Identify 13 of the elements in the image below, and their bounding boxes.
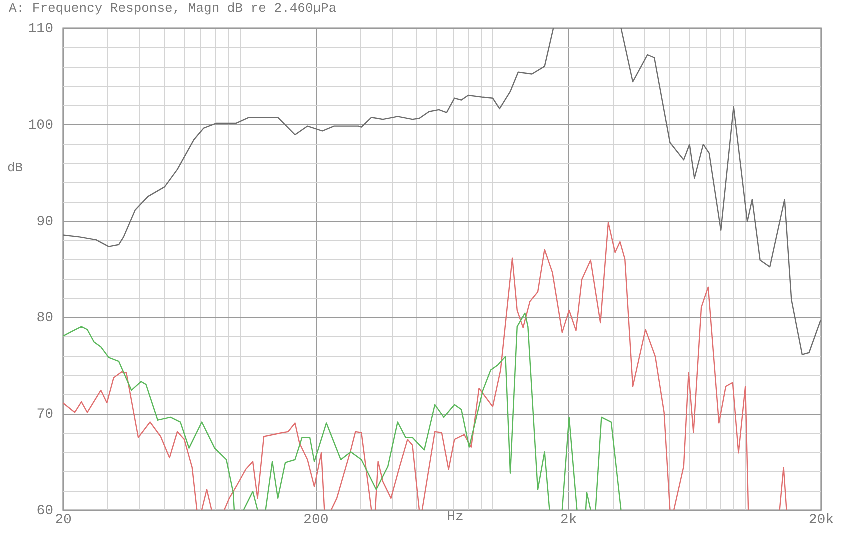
y-tick-label: 90 xyxy=(36,214,54,230)
y-tick-label: 100 xyxy=(28,118,54,134)
x-tick-label: 20k xyxy=(808,512,834,528)
y-tick-label: 70 xyxy=(36,407,54,424)
x-tick-label: 20 xyxy=(55,512,72,528)
x-tick-label: 200 xyxy=(304,512,329,528)
x-tick-label: 2k xyxy=(560,512,578,528)
chart-title: A: Frequency Response, Magn dB re 2.460µPa xyxy=(9,1,337,16)
y-tick-label: 60 xyxy=(36,504,54,520)
y-tick-label: 110 xyxy=(28,22,54,38)
x-axis-title: Hz xyxy=(447,510,464,526)
y-tick-label: 80 xyxy=(36,310,54,327)
y-axis-title: dB xyxy=(8,160,24,176)
